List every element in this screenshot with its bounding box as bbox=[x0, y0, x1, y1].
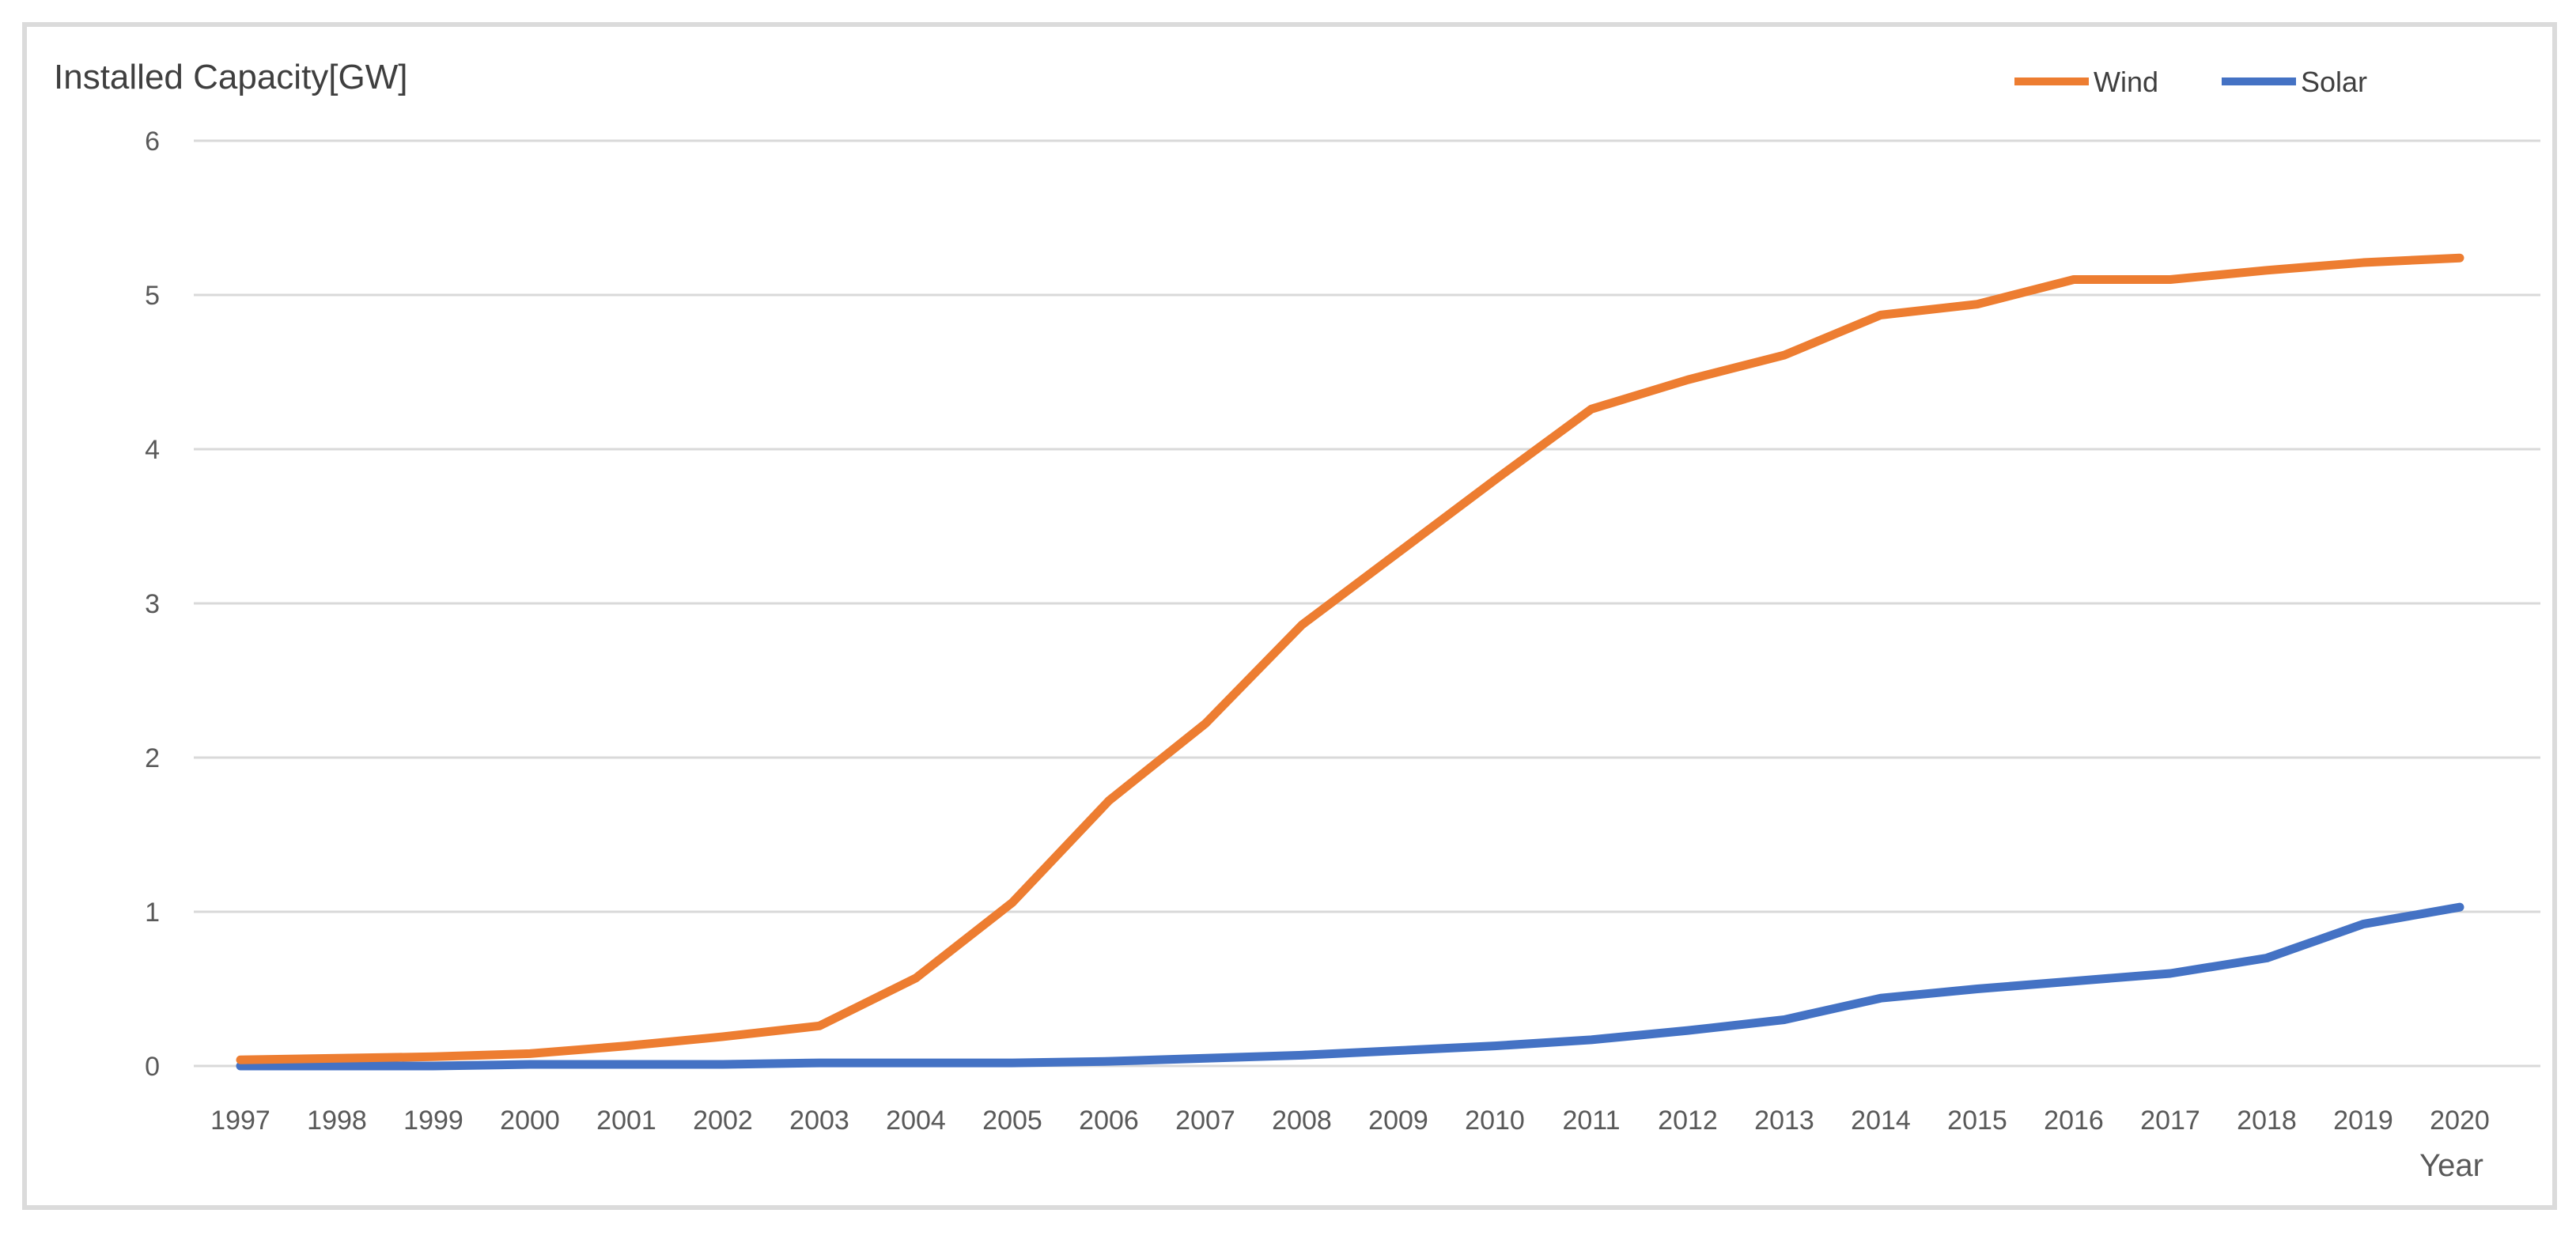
x-tick-label: 2003 bbox=[789, 1106, 849, 1136]
x-tick-label: 2013 bbox=[1754, 1106, 1814, 1136]
x-tick-label: 2019 bbox=[2333, 1106, 2393, 1136]
y-axis-tick-labels: 0 1 2 3 4 5 6 bbox=[145, 127, 160, 1082]
y-tick-label: 6 bbox=[145, 127, 160, 157]
x-tick-label: 2014 bbox=[1851, 1106, 1911, 1136]
y-tick-label: 3 bbox=[145, 589, 160, 619]
x-tick-label: 2005 bbox=[982, 1106, 1042, 1136]
gridlines bbox=[194, 139, 2540, 1068]
x-tick-label: 2007 bbox=[1175, 1106, 1235, 1136]
legend-item-solar: Solar bbox=[2222, 66, 2367, 98]
legend-item-wind: Wind bbox=[2014, 66, 2158, 98]
x-tick-label: 1998 bbox=[307, 1106, 367, 1136]
data-series bbox=[236, 253, 2464, 1071]
x-axis-title: Year bbox=[2419, 1148, 2483, 1183]
y-tick-label: 1 bbox=[145, 898, 160, 928]
chart-title: Installed Capacity[GW] bbox=[54, 58, 408, 96]
x-tick-label: 1999 bbox=[403, 1106, 463, 1136]
legend: Wind Solar bbox=[2014, 66, 2367, 98]
y-tick-label: 5 bbox=[145, 281, 160, 311]
legend-label-solar: Solar bbox=[2301, 66, 2367, 98]
y-tick-label: 2 bbox=[145, 743, 160, 773]
x-tick-label: 2011 bbox=[1562, 1106, 1620, 1136]
x-tick-label: 2015 bbox=[1947, 1106, 2007, 1136]
x-tick-label: 2004 bbox=[886, 1106, 946, 1136]
x-tick-label: 2006 bbox=[1079, 1106, 1139, 1136]
x-tick-label: 2008 bbox=[1272, 1106, 1332, 1136]
x-tick-label: 2017 bbox=[2140, 1106, 2200, 1136]
legend-label-wind: Wind bbox=[2094, 66, 2158, 98]
x-tick-label: 2012 bbox=[1658, 1106, 1718, 1136]
y-tick-label: 0 bbox=[145, 1052, 160, 1082]
x-tick-label: 2001 bbox=[596, 1106, 656, 1136]
y-tick-label: 4 bbox=[145, 435, 160, 465]
x-tick-label: 1997 bbox=[210, 1106, 270, 1136]
x-tick-label: 2010 bbox=[1465, 1106, 1525, 1136]
wind-series-line bbox=[236, 253, 2464, 1064]
x-tick-label: 2000 bbox=[500, 1106, 560, 1136]
x-tick-label: 2020 bbox=[2430, 1106, 2490, 1136]
x-tick-label: 2018 bbox=[2237, 1106, 2297, 1136]
x-axis-tick-labels: 1997 1998 1999 2000 2001 2002 2003 2004 2005 2006… bbox=[210, 1106, 2490, 1136]
solar-series-line bbox=[236, 902, 2464, 1071]
x-tick-label: 2016 bbox=[2044, 1106, 2104, 1136]
chart-frame bbox=[22, 22, 2557, 1210]
x-tick-label: 2002 bbox=[693, 1106, 753, 1136]
x-tick-label: 2009 bbox=[1368, 1106, 1428, 1136]
